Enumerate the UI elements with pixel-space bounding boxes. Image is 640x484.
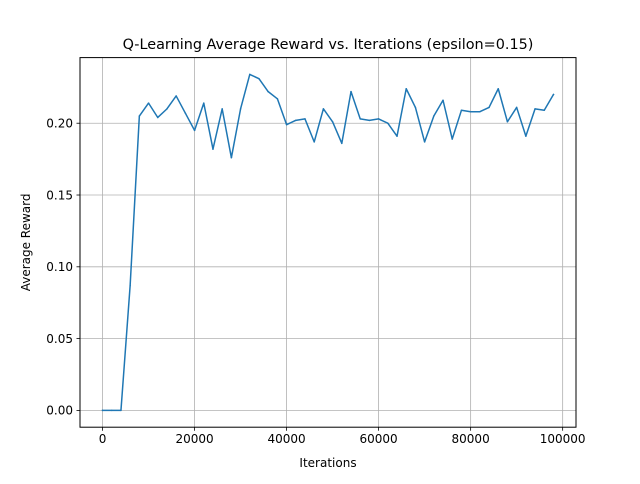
data-point bbox=[166, 108, 168, 110]
y-axis-label: Average Reward bbox=[19, 194, 33, 292]
data-point bbox=[147, 102, 150, 104]
data-point bbox=[212, 148, 214, 150]
y-tick-label: 0.00 bbox=[46, 404, 73, 418]
y-tick-label: 0.15 bbox=[46, 188, 73, 202]
x-tick-label: 80000 bbox=[452, 432, 490, 446]
x-axis-label: Iterations bbox=[299, 456, 356, 470]
data-point bbox=[423, 141, 426, 143]
data-point bbox=[120, 409, 122, 412]
data-point bbox=[276, 98, 279, 100]
data-point bbox=[479, 110, 481, 113]
data-point bbox=[368, 119, 371, 122]
data-point bbox=[359, 118, 361, 120]
data-point bbox=[451, 138, 453, 140]
series-layer bbox=[101, 73, 555, 412]
data-point bbox=[405, 88, 407, 90]
data-point bbox=[285, 123, 288, 126]
data-point bbox=[295, 119, 297, 122]
data-point bbox=[331, 121, 334, 123]
data-point bbox=[488, 106, 490, 109]
data-point bbox=[433, 115, 435, 117]
x-tick-label: 40000 bbox=[267, 432, 305, 446]
data-point bbox=[230, 156, 233, 159]
data-point bbox=[304, 118, 306, 120]
data-point bbox=[414, 106, 417, 109]
data-point bbox=[193, 129, 196, 132]
data-point bbox=[515, 106, 518, 109]
data-point bbox=[460, 109, 463, 112]
data-point bbox=[552, 93, 555, 96]
data-point bbox=[221, 108, 223, 110]
data-point bbox=[469, 110, 472, 113]
data-point bbox=[377, 118, 380, 120]
data-point bbox=[129, 284, 131, 287]
data-point bbox=[267, 90, 269, 93]
plot-frame bbox=[79, 57, 577, 428]
data-point bbox=[184, 112, 187, 114]
data-point bbox=[203, 102, 205, 104]
chart-title: Q-Learning Average Reward vs. Iterations… bbox=[123, 37, 534, 53]
x-tick-label: 60000 bbox=[360, 432, 398, 446]
data-point bbox=[506, 121, 509, 123]
y-tick-label: 0.10 bbox=[46, 260, 73, 274]
data-point bbox=[387, 122, 389, 124]
y-tick-label: 0.05 bbox=[46, 332, 73, 346]
x-axis-ticks: 0 20000 40000 60000 80000 100000 bbox=[99, 427, 586, 446]
data-point bbox=[110, 409, 113, 412]
data-point bbox=[322, 108, 325, 110]
data-point bbox=[497, 88, 499, 90]
y-axis-ticks: 0.00 0.05 0.10 0.15 0.20 bbox=[46, 117, 80, 418]
data-point bbox=[258, 77, 260, 80]
data-point bbox=[341, 142, 343, 145]
data-point bbox=[350, 90, 352, 93]
data-point bbox=[543, 109, 546, 112]
x-tick-label: 20000 bbox=[175, 432, 213, 446]
x-tick-label: 100000 bbox=[540, 432, 586, 446]
data-point bbox=[175, 95, 177, 97]
data-point bbox=[525, 135, 527, 137]
data-point bbox=[534, 108, 536, 110]
data-point bbox=[138, 115, 141, 117]
data-point bbox=[101, 409, 104, 412]
data-point bbox=[157, 116, 159, 119]
series-line bbox=[101, 73, 555, 412]
x-tick-label: 0 bbox=[99, 432, 107, 446]
grid bbox=[80, 57, 576, 428]
data-point bbox=[239, 108, 242, 110]
y-tick-label: 0.20 bbox=[46, 117, 73, 131]
data-point bbox=[249, 73, 251, 76]
data-point bbox=[313, 141, 315, 143]
data-point bbox=[442, 99, 444, 101]
data-point bbox=[396, 135, 398, 137]
